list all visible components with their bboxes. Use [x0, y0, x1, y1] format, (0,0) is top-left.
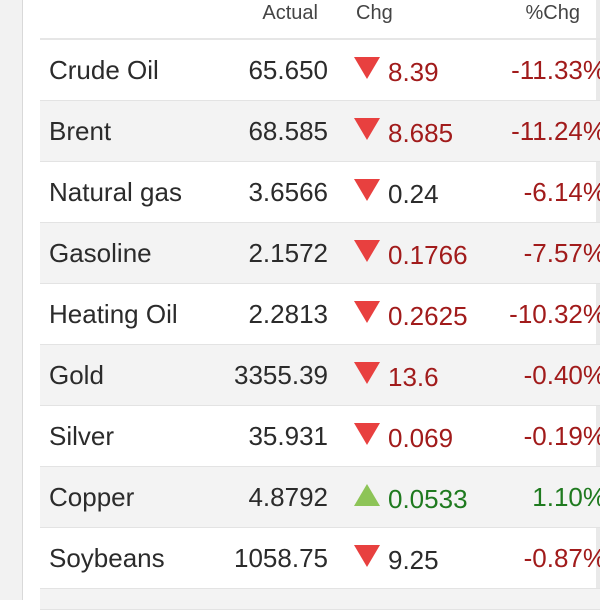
- commodity-name: Natural gas: [49, 177, 182, 207]
- change-value: 9.25: [388, 545, 439, 576]
- change-value: 0.24: [388, 179, 439, 210]
- down-arrow-icon: [354, 362, 380, 385]
- percent-change: -11.24%: [511, 116, 600, 146]
- left-panel-edge: [0, 0, 23, 600]
- actual-value: 4.8792: [248, 482, 328, 512]
- percent-change: 1.10%: [532, 482, 600, 512]
- change-cell: 0.2625: [354, 284, 468, 346]
- actual-value: 2.2813: [248, 299, 328, 329]
- down-arrow-icon: [354, 240, 380, 263]
- down-arrow-icon: [354, 545, 380, 568]
- change-value: 8.39: [388, 57, 439, 88]
- down-arrow-icon: [354, 301, 380, 324]
- table-row[interactable]: Gold 3355.39 13.6 -0.40%: [40, 345, 600, 406]
- scrollbar-track[interactable]: [596, 0, 600, 600]
- change-value: 0.1766: [388, 240, 468, 271]
- percent-change: -7.57%: [523, 238, 600, 268]
- table-header: Actual Chg %Chg: [40, 0, 600, 40]
- table-row[interactable]: Natural gas 3.6566 0.24 -6.14%: [40, 162, 600, 223]
- change-value: 8.685: [388, 118, 454, 149]
- change-cell: 9.25: [354, 528, 439, 590]
- commodity-name: Silver: [49, 421, 115, 451]
- table-row[interactable]: Brent 68.585 8.685 -11.24%: [40, 101, 600, 162]
- change-value: 0.069: [388, 423, 454, 454]
- table-row[interactable]: Silver 35.931 0.069 -0.19%: [40, 406, 600, 467]
- actual-value: 2.1572: [248, 238, 328, 268]
- commodity-name: Crude Oil: [49, 55, 159, 85]
- change-value: 0.2625: [388, 301, 468, 332]
- commodity-name: Heating Oil: [49, 299, 178, 329]
- actual-value: 65.650: [248, 55, 328, 85]
- down-arrow-icon: [354, 57, 380, 80]
- commodity-name: Brent: [49, 116, 112, 146]
- percent-change: -10.32%: [509, 299, 600, 329]
- commodities-table: Actual Chg %Chg Crude Oil 65.650 8.39 -1…: [40, 0, 600, 610]
- percent-change: -0.87%: [523, 543, 600, 573]
- table-row[interactable]: Heating Oil 2.2813 0.2625 -10.32%: [40, 284, 600, 345]
- column-header-pct-chg[interactable]: %Chg: [525, 2, 580, 24]
- table-row[interactable]: Copper 4.8792 0.0533 1.10%: [40, 467, 600, 528]
- column-header-chg[interactable]: Chg: [356, 2, 393, 24]
- actual-value: 35.931: [248, 421, 328, 451]
- table-row[interactable]: Crude Oil 65.650 8.39 -11.33%: [40, 40, 600, 101]
- change-cell: 13.6: [354, 345, 439, 407]
- down-arrow-icon: [354, 179, 380, 202]
- down-arrow-icon: [354, 423, 380, 446]
- commodity-name: Copper: [49, 482, 135, 512]
- percent-change: -6.14%: [523, 177, 600, 207]
- actual-value: 3355.39: [234, 360, 328, 390]
- change-cell: 0.1766: [354, 223, 468, 285]
- table-row[interactable]: Gasoline 2.1572 0.1766 -7.57%: [40, 223, 600, 284]
- percent-change: -0.19%: [523, 421, 600, 451]
- down-arrow-icon: [354, 118, 380, 141]
- change-cell: 0.0533: [354, 467, 468, 529]
- commodity-name: Gold: [49, 360, 104, 390]
- actual-value: 68.585: [248, 116, 328, 146]
- actual-value: 1058.75: [234, 543, 328, 573]
- actual-value: 3.6566: [248, 177, 328, 207]
- up-arrow-icon: [354, 484, 380, 507]
- change-value: 13.6: [388, 362, 439, 393]
- change-cell: 0.24: [354, 162, 439, 224]
- column-header-actual[interactable]: Actual: [262, 2, 318, 24]
- table-row[interactable]: Soybeans 1058.75 9.25 -0.87%: [40, 528, 600, 589]
- commodity-name: Gasoline: [49, 238, 152, 268]
- change-cell: 8.39: [354, 40, 439, 102]
- change-cell: 0.069: [354, 406, 453, 468]
- percent-change: -0.40%: [523, 360, 600, 390]
- change-cell: 8.685: [354, 101, 453, 163]
- commodity-name: Soybeans: [49, 543, 165, 573]
- change-value: 0.0533: [388, 484, 468, 515]
- percent-change: -11.33%: [511, 55, 600, 85]
